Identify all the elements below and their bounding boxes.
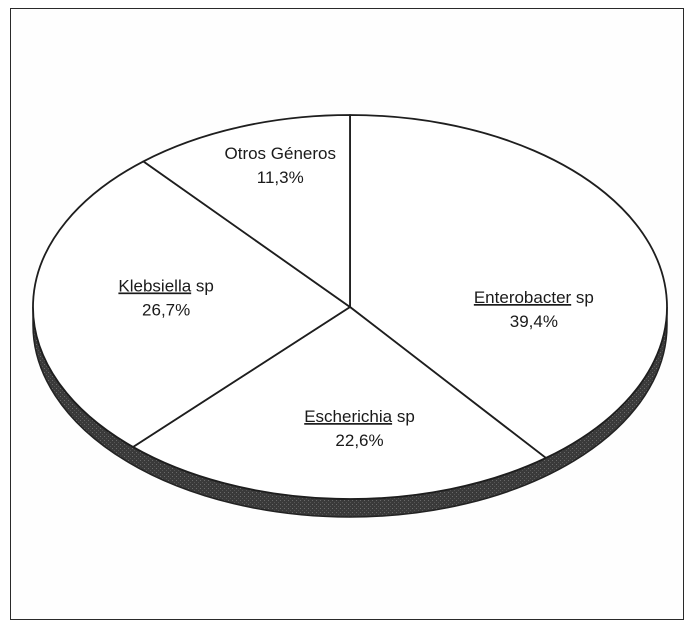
slice-genus-enterobacter: Enterobacter — [474, 288, 572, 307]
slice-genus-escherichia: Escherichia — [304, 407, 392, 426]
slice-value-enterobacter: 39,4% — [510, 312, 558, 331]
pie-slice-enterobacter — [349, 114, 668, 459]
slice-suffix-escherichia: sp — [392, 407, 415, 426]
slice-genus-klebsiella: Klebsiella — [118, 276, 191, 295]
slice-value-klebsiella: 26,7% — [142, 300, 190, 319]
pie-slice-otros-g-neros — [142, 114, 351, 308]
slice-name-escherichia: Escherichia sp — [304, 407, 415, 426]
slice-name-klebsiella: Klebsiella sp — [118, 276, 213, 295]
slice-name-otros-g-neros: Otros Géneros — [225, 144, 337, 163]
slice-name-enterobacter: Enterobacter sp — [474, 288, 594, 307]
slice-value-otros-g-neros: 11,3% — [257, 168, 304, 187]
slice-suffix-enterobacter: sp — [571, 288, 594, 307]
pie-slice-escherichia — [132, 306, 547, 500]
pie-slice-klebsiella — [32, 160, 351, 448]
slice-suffix-klebsiella: sp — [191, 276, 214, 295]
slice-genus-otros-g-neros: Otros Géneros — [225, 144, 337, 163]
slice-value-escherichia: 22,6% — [335, 431, 383, 450]
